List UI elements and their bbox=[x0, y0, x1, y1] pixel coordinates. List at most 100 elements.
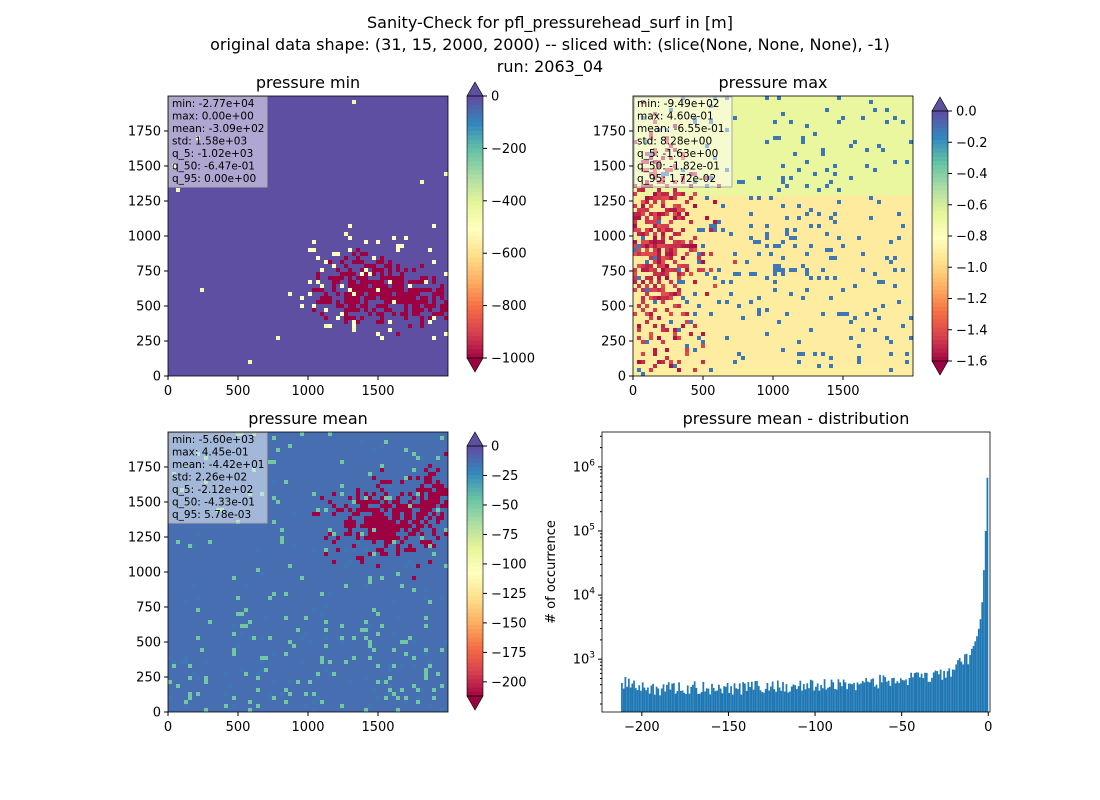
heatmap-cell bbox=[328, 144, 332, 148]
heatmap-cell bbox=[240, 228, 244, 232]
heatmap-cell bbox=[352, 164, 356, 168]
heatmap-cell bbox=[268, 348, 272, 352]
heatmap-cell bbox=[356, 348, 360, 352]
heatmap-cell bbox=[236, 348, 240, 352]
heatmap-cell bbox=[356, 340, 360, 344]
heatmap-cell bbox=[308, 356, 312, 360]
heatmap-cell bbox=[256, 188, 260, 192]
heatmap-cell bbox=[288, 112, 292, 116]
heatmap-cell bbox=[336, 240, 340, 244]
heatmap-cell bbox=[432, 184, 436, 188]
heatmap-cell bbox=[424, 324, 428, 328]
heatmap-cell bbox=[184, 320, 188, 324]
heatmap-cell bbox=[224, 260, 228, 264]
heatmap-cell bbox=[300, 348, 304, 352]
heatmap-cell bbox=[432, 180, 436, 184]
heatmap-cell bbox=[356, 148, 360, 152]
heatmap-cell bbox=[320, 296, 324, 300]
heatmap-cell bbox=[320, 108, 324, 112]
heatmap-cell bbox=[300, 96, 304, 100]
heatmap-cell bbox=[372, 268, 376, 272]
heatmap-cell bbox=[324, 324, 328, 328]
heatmap-cell bbox=[444, 312, 448, 316]
heatmap-cell bbox=[400, 352, 404, 356]
heatmap-cell bbox=[252, 236, 256, 240]
heatmap-cell bbox=[344, 300, 348, 304]
heatmap-cell bbox=[224, 356, 228, 360]
heatmap-cell bbox=[300, 140, 304, 144]
heatmap-cell bbox=[328, 236, 332, 240]
heatmap-cell bbox=[172, 352, 176, 356]
heatmap-cell bbox=[360, 308, 364, 312]
heatmap-cell bbox=[280, 244, 284, 248]
heatmap-cell bbox=[240, 304, 244, 308]
heatmap-cell bbox=[372, 184, 376, 188]
heatmap-cell bbox=[292, 240, 296, 244]
heatmap-cell bbox=[288, 272, 292, 276]
heatmap-cell bbox=[344, 96, 348, 100]
heatmap-cell bbox=[360, 216, 364, 220]
heatmap-cell bbox=[416, 256, 420, 260]
heatmap-cell bbox=[424, 228, 428, 232]
heatmap-cell bbox=[260, 264, 264, 268]
heatmap-cell bbox=[364, 112, 368, 116]
heatmap-cell bbox=[424, 216, 428, 220]
heatmap-cell bbox=[304, 264, 308, 268]
heatmap-cell bbox=[284, 304, 288, 308]
heatmap-cell bbox=[268, 244, 272, 248]
heatmap-cell bbox=[292, 200, 296, 204]
heatmap-cell bbox=[408, 96, 412, 100]
heatmap-cell bbox=[432, 368, 436, 372]
heatmap-cell bbox=[216, 288, 220, 292]
heatmap-cell bbox=[220, 196, 224, 200]
heatmap-cell bbox=[444, 176, 448, 180]
heatmap-cell bbox=[168, 300, 172, 304]
heatmap-cell bbox=[256, 280, 260, 284]
heatmap-cell bbox=[308, 120, 312, 124]
heatmap-cell bbox=[340, 208, 344, 212]
heatmap-cell bbox=[332, 224, 336, 228]
heatmap-cell bbox=[204, 260, 208, 264]
heatmap-cell bbox=[360, 232, 364, 236]
heatmap-cell bbox=[404, 204, 408, 208]
heatmap-cell bbox=[204, 348, 208, 352]
heatmap-cell bbox=[336, 148, 340, 152]
heatmap-cell bbox=[340, 300, 344, 304]
heatmap-cell bbox=[264, 320, 268, 324]
heatmap-cell bbox=[316, 236, 320, 240]
heatmap-cell bbox=[256, 368, 260, 372]
heatmap-cell bbox=[400, 160, 404, 164]
heatmap-cell bbox=[200, 252, 204, 256]
panel-1-colorbar-segment bbox=[467, 200, 483, 206]
heatmap-cell bbox=[260, 356, 264, 360]
heatmap-cell bbox=[188, 360, 192, 364]
heatmap-cell bbox=[276, 152, 280, 156]
heatmap-cell bbox=[432, 352, 436, 356]
heatmap-cell bbox=[252, 256, 256, 260]
heatmap-cell bbox=[336, 140, 340, 144]
heatmap-cell bbox=[436, 356, 440, 360]
heatmap-cell bbox=[364, 292, 368, 296]
heatmap-cell bbox=[332, 164, 336, 168]
heatmap-cell bbox=[172, 340, 176, 344]
heatmap-cell bbox=[200, 296, 204, 300]
heatmap-cell bbox=[176, 260, 180, 264]
heatmap-cell bbox=[420, 156, 424, 160]
heatmap-cell bbox=[408, 256, 412, 260]
heatmap-cell bbox=[252, 360, 256, 364]
heatmap-cell bbox=[340, 116, 344, 120]
panel-1-colorbar-segment bbox=[467, 301, 483, 307]
heatmap-cell bbox=[192, 352, 196, 356]
heatmap-cell bbox=[280, 116, 284, 120]
heatmap-cell bbox=[172, 292, 176, 296]
heatmap-cell bbox=[424, 152, 428, 156]
heatmap-cell bbox=[280, 208, 284, 212]
heatmap-cell bbox=[216, 188, 220, 192]
heatmap-cell bbox=[196, 360, 200, 364]
heatmap-cell bbox=[216, 284, 220, 288]
heatmap-cell bbox=[260, 268, 264, 272]
heatmap-cell bbox=[264, 276, 268, 280]
heatmap-cell bbox=[276, 196, 280, 200]
heatmap-cell bbox=[280, 308, 284, 312]
heatmap-cell bbox=[304, 124, 308, 128]
